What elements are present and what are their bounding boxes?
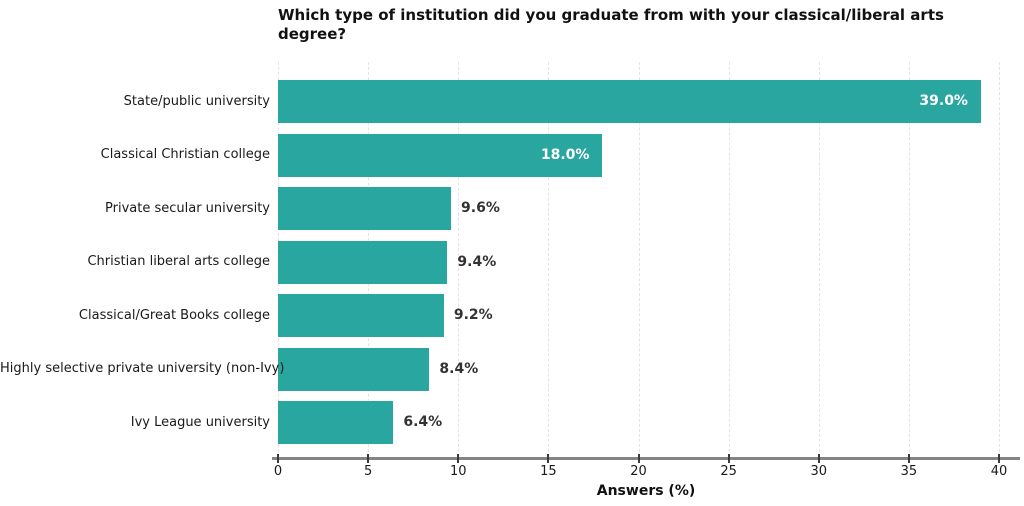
category-label-5: Highly selective private university (non… — [0, 361, 285, 376]
x-tick-mark-15 — [547, 454, 550, 463]
bar-value-label: 6.4% — [403, 414, 443, 430]
gridline-x15 — [548, 62, 550, 457]
gridline-x40 — [999, 62, 1000, 457]
category-label-4: Classical/Great Books college — [78, 307, 270, 323]
bar-value-label: 9.6% — [461, 200, 500, 216]
gridline-x20 — [638, 62, 640, 457]
x-tick-mark-5 — [367, 454, 370, 463]
gridline-x35 — [908, 62, 910, 457]
chart-title: Which type of institution did you gradua… — [278, 6, 944, 43]
x-tick-mark-40 — [998, 454, 1000, 463]
category-label-6: Ivy League university — [130, 414, 270, 430]
bar-2 — [278, 187, 452, 230]
bar-0 — [278, 80, 981, 123]
x-tick-label-35: 35 — [900, 464, 918, 479]
x-tick-label-40: 40 — [990, 464, 1008, 479]
x-axis-title: Answers (%) — [596, 483, 696, 499]
x-tick-label-15: 15 — [540, 464, 557, 479]
category-label-2: Private secular university — [105, 200, 270, 216]
bar-6 — [278, 401, 394, 444]
x-tick-mark-25 — [727, 454, 730, 463]
x-tick-label-10: 10 — [449, 464, 467, 479]
bar-4 — [278, 294, 444, 337]
bar-value-label: 18.0% — [540, 146, 590, 163]
x-tick-mark-10 — [457, 454, 460, 463]
bar-value-label: 39.0% — [919, 93, 968, 109]
x-tick-mark-35 — [907, 454, 910, 463]
category-label-0: State/public university — [123, 93, 270, 109]
x-tick-mark-30 — [817, 454, 820, 463]
bar-value-label: 9.2% — [453, 307, 493, 323]
x-tick-mark-0 — [277, 454, 279, 463]
x-tick-label-20: 20 — [630, 464, 647, 479]
gridline-x25 — [728, 62, 730, 457]
gridline-x30 — [818, 62, 820, 457]
bar-3 — [278, 240, 448, 284]
x-tick-label-25: 25 — [720, 464, 737, 479]
plot-area: 39.0% 18.0% 9.6% 9.4% 9.2% 8.4% 6.4% — [278, 62, 1014, 457]
x-axis-line — [272, 457, 1020, 460]
x-tick-label-0: 0 — [273, 464, 283, 479]
bar-value-label: 8.4% — [439, 360, 479, 377]
category-label-3: Christian liberal arts college — [87, 254, 270, 269]
x-tick-label-30: 30 — [810, 464, 828, 479]
x-tick-label-5: 5 — [363, 464, 373, 479]
bar-5 — [278, 347, 430, 391]
x-tick-mark-20 — [637, 454, 640, 463]
category-label-1: Classical Christian college — [100, 147, 270, 162]
bar-1 — [278, 133, 603, 177]
gridline-x10 — [458, 62, 460, 457]
bar-value-label: 9.4% — [457, 253, 497, 270]
